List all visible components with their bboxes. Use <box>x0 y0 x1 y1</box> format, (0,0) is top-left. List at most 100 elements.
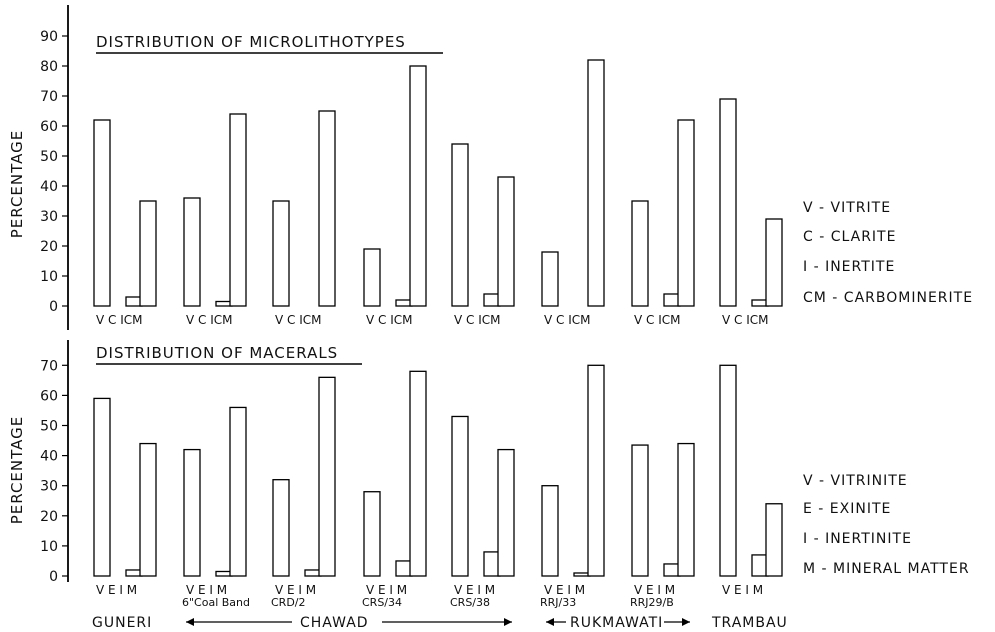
region-arrow-chawad-left <box>186 618 292 626</box>
y-tick-label: 50 <box>40 419 58 435</box>
legend-macerals: V - VITRINITE E - EXINITE I - INERTINITE M … <box>803 473 970 577</box>
bar-group-label: V C ICM <box>544 313 591 327</box>
y-tick-label: 20 <box>40 509 58 525</box>
bar-v-4 <box>363 248 381 307</box>
y-tick-label: 20 <box>40 239 58 255</box>
y-tick-label: 40 <box>40 449 58 465</box>
bar-v-7 <box>631 200 649 307</box>
region-labels: GUNERI CHAWAD RUKMAWATI TRAMBAU <box>92 615 788 631</box>
bar-cm-7 <box>677 119 695 307</box>
legend-entry: V - VITRITE <box>803 200 891 216</box>
bar-m-3 <box>318 376 336 577</box>
bar-group-label: V E I M <box>366 583 407 597</box>
y-tick-label: 40 <box>40 179 58 195</box>
legend-entry: CM - CARBOMINERITE <box>803 290 973 306</box>
bar-group-label: V C ICM <box>366 313 413 327</box>
y-tick-label: 70 <box>40 89 58 105</box>
region-label-trambau: TRAMBAU <box>711 615 788 631</box>
sample-label: RRJ/33 <box>540 596 576 609</box>
sample-label: CRS/38 <box>450 596 490 609</box>
region-label-chawad: CHAWAD <box>300 615 369 631</box>
bar-cm-2 <box>229 113 247 307</box>
bar-cm-1 <box>139 200 157 307</box>
bar-m-4 <box>409 370 427 577</box>
bar-v-3 <box>272 200 290 307</box>
bar-v-5 <box>451 415 469 577</box>
bar-v-5 <box>451 143 469 307</box>
y-tick-label: 60 <box>40 119 58 135</box>
legend-entry: I - INERTITE <box>803 259 895 275</box>
sample-label: CRS/34 <box>362 596 402 609</box>
bar-labels-microlithotypes: V C ICM V C ICM V C ICM V C ICM V C ICM V C I… <box>96 313 769 327</box>
bar-v-1 <box>93 397 111 577</box>
region-arrow-rukmawati-right <box>664 618 690 626</box>
y-tick-label: 50 <box>40 149 58 165</box>
bar-group-label: V E I M <box>96 583 137 597</box>
bar-m-5 <box>497 448 515 577</box>
y-tick-label: 10 <box>40 269 58 285</box>
region-label-rukmawati: RUKMAWATI <box>570 615 663 631</box>
bar-v-1 <box>93 119 111 307</box>
bar-v-6 <box>541 485 559 577</box>
bar-group-label: V E I M <box>275 583 316 597</box>
legend-entry: C - CLARITE <box>803 229 896 245</box>
bar-cm-4 <box>409 65 427 307</box>
bar-group-label: V E I M <box>544 583 585 597</box>
bar-cm-3 <box>318 110 336 307</box>
bar-v-8 <box>719 364 737 577</box>
chart-title-macerals: DISTRIBUTION OF MACERALS <box>96 344 338 362</box>
y-tick-label: 10 <box>40 539 58 555</box>
bar-group-label: V C ICM <box>275 313 322 327</box>
region-arrow-chawad-right <box>382 618 512 626</box>
region-arrow-rukmawati-left <box>546 618 566 626</box>
bar-v-6 <box>541 251 559 307</box>
bar-cm-5 <box>497 176 515 307</box>
y-tick-label: 30 <box>40 209 58 225</box>
bar-group-label: V E I M <box>186 583 227 597</box>
sample-label: 6"Coal Band <box>182 596 250 609</box>
bar-group-label: V E I M <box>634 583 675 597</box>
y-tick-label: 80 <box>40 59 58 75</box>
bar-m-6 <box>587 364 605 577</box>
y-ticks-microlithotypes: 0 10 20 30 40 50 60 70 80 90 <box>40 29 68 315</box>
sample-labels: 6"Coal Band CRD/2 CRS/34 CRS/38 RRJ/33 RRJ29/… <box>182 596 674 609</box>
y-axis-label-microlithotypes: PERCENTAGE <box>8 130 26 238</box>
bar-v-2 <box>183 197 201 307</box>
region-label-guneri: GUNERI <box>92 615 152 631</box>
bar-group-label: V C ICM <box>722 313 769 327</box>
bars-macerals <box>93 364 783 577</box>
bar-m-8 <box>765 503 783 577</box>
panel-microlithotypes: DISTRIBUTION OF MICROLITHOTYPES PERCENTA… <box>8 5 973 330</box>
bar-cm-6 <box>587 59 605 307</box>
bar-group-label: V C ICM <box>186 313 233 327</box>
bar-group-label: V C ICM <box>634 313 681 327</box>
chart-title-microlithotypes: DISTRIBUTION OF MICROLITHOTYPES <box>96 33 406 51</box>
bar-v-2 <box>183 448 201 577</box>
y-axis-label-macerals: PERCENTAGE <box>8 416 26 524</box>
y-tick-label: 30 <box>40 479 58 495</box>
sample-label: CRD/2 <box>271 596 306 609</box>
y-tick-label: 60 <box>40 388 58 404</box>
y-tick-label: 0 <box>49 569 58 585</box>
bar-m-1 <box>139 442 157 577</box>
panel-macerals: DISTRIBUTION OF MACERALS PERCENTAGE 0 10 2… <box>8 340 970 609</box>
y-tick-label: 70 <box>40 358 58 374</box>
y-tick-label: 0 <box>49 299 58 315</box>
bar-v-7 <box>631 444 649 577</box>
sample-label: RRJ29/B <box>630 596 674 609</box>
bar-cm-8 <box>765 218 783 307</box>
y-ticks-macerals: 0 10 20 30 40 50 60 70 <box>40 358 68 585</box>
bar-group-label: V C ICM <box>454 313 501 327</box>
bar-v-4 <box>363 491 381 577</box>
bar-m-2 <box>229 406 247 577</box>
bar-group-label: V E I M <box>454 583 495 597</box>
bar-group-label: V C ICM <box>96 313 143 327</box>
legend-microlithotypes: V - VITRITE C - CLARITE I - INERTITE CM - C… <box>803 200 973 306</box>
bar-v-8 <box>719 98 737 307</box>
legend-entry: M - MINERAL MATTER <box>803 561 970 577</box>
legend-entry: I - INERTINITE <box>803 531 912 547</box>
bar-m-7 <box>677 442 695 577</box>
y-tick-label: 90 <box>40 29 58 45</box>
